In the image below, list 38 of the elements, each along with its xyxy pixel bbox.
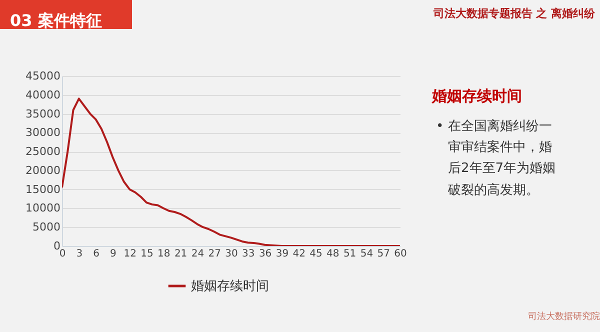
x-tick-label: 15 — [140, 248, 154, 260]
y-tick-label: 15000 — [26, 182, 60, 196]
text: 司法大数据专题报告 之 离婚纠纷 — [432, 7, 596, 20]
x-tick-label: 39 — [276, 248, 289, 260]
y-tick-label: 45000 — [26, 70, 60, 82]
x-tick-label: 27 — [208, 248, 221, 260]
x-tick-label: 51 — [343, 248, 356, 260]
text: 审审结案件中，婚 — [448, 139, 552, 155]
x-tick-label: 21 — [174, 248, 188, 260]
y-tick-label: 10000 — [26, 202, 60, 215]
y-tick-label: 20000 — [26, 164, 60, 177]
text: 03 案件特征 — [10, 11, 102, 30]
x-tick-label: 6 — [93, 248, 100, 260]
x-tick-label: 57 — [377, 248, 390, 260]
y-tick-label: 25000 — [26, 145, 60, 158]
y-tick-label: 35000 — [26, 107, 60, 120]
x-tick-label: 3 — [76, 248, 83, 260]
x-tick-label: 42 — [292, 248, 306, 260]
x-tick-label: 36 — [258, 248, 272, 260]
x-tick-label: 9 — [110, 248, 116, 260]
y-tick-label: 5000 — [32, 220, 60, 234]
y-tick-label: 30000 — [26, 126, 60, 140]
x-tick-label: 30 — [225, 248, 238, 260]
x-tick-label: 18 — [158, 248, 170, 260]
y-tick-label: 40000 — [26, 88, 60, 102]
legend-label: 婚姻存续时间 — [191, 279, 269, 294]
text: 婚姻存续时间 — [431, 87, 522, 105]
x-tick-label: 45 — [310, 248, 322, 260]
x-tick-label: 33 — [242, 248, 255, 260]
x-tick-label: 48 — [326, 248, 340, 260]
text: 破裂的高发期。 — [447, 182, 539, 198]
x-tick-label: 60 — [394, 248, 407, 260]
x-tick-label: 12 — [124, 248, 136, 260]
text: • 在全国离婚纠纷一 — [436, 118, 552, 134]
text: 后2年至7年为婚姻 — [448, 161, 556, 176]
text: 司法大数据研究院 — [528, 311, 600, 322]
x-tick-label: 54 — [360, 248, 374, 260]
x-tick-label: 24 — [191, 248, 204, 260]
